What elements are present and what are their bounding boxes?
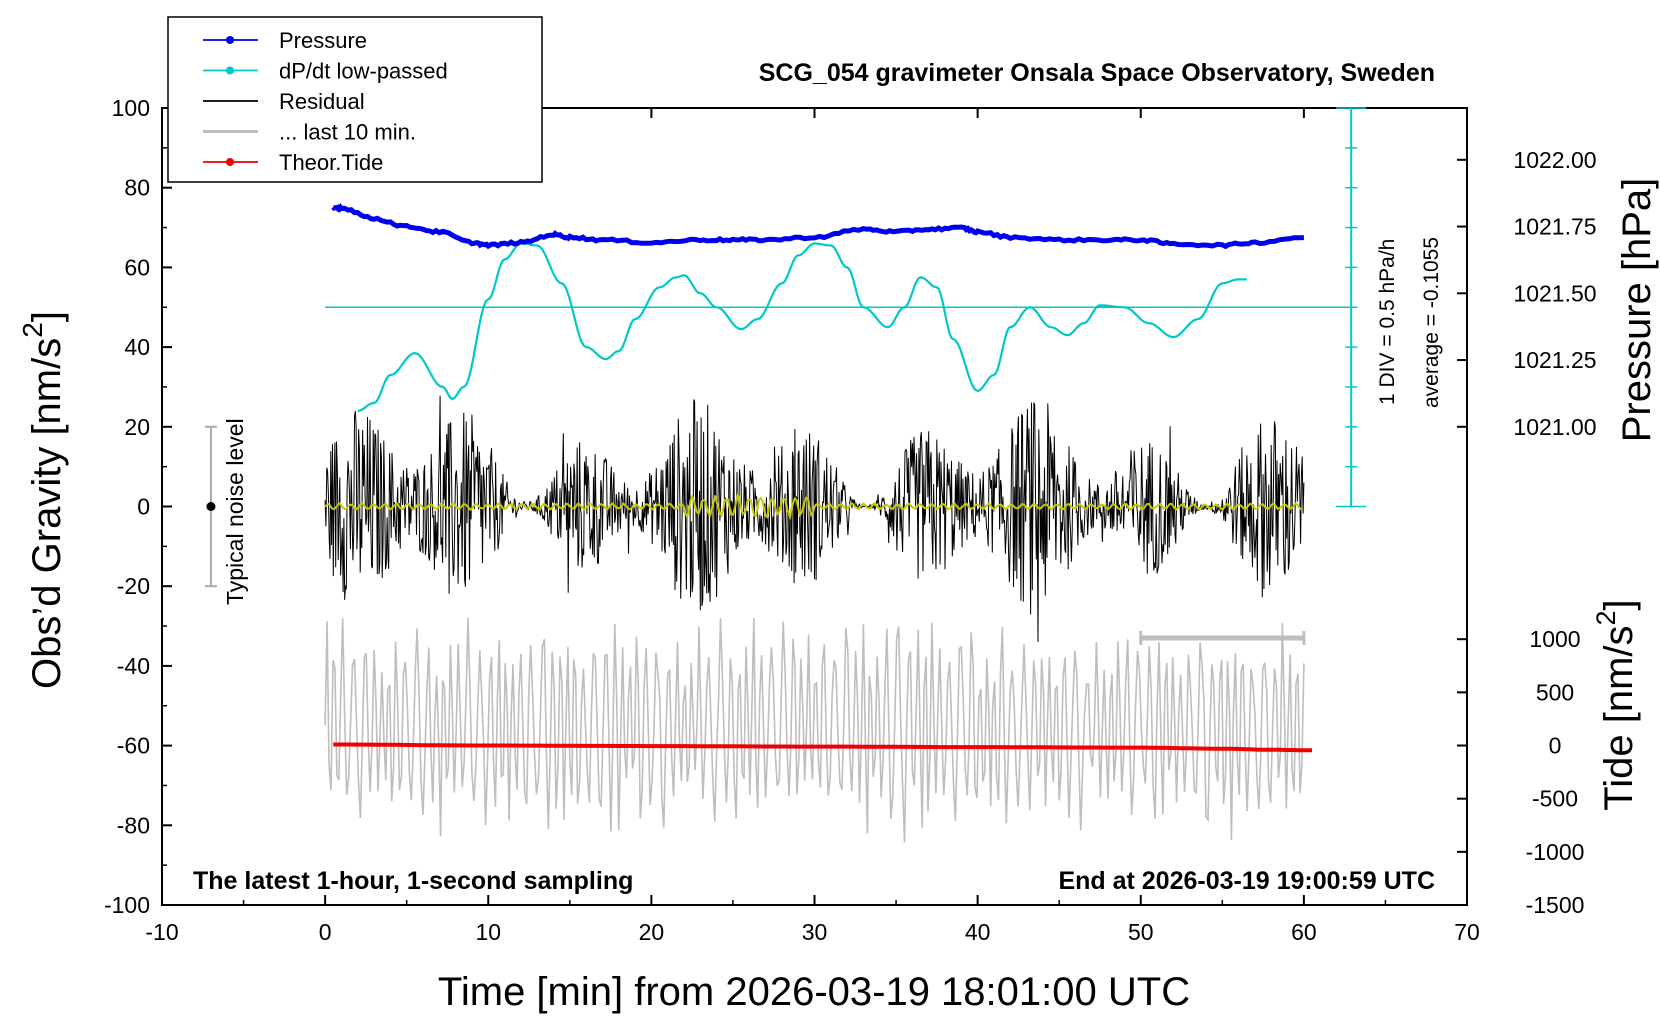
legend-marker <box>226 36 234 44</box>
tide-tick-label: 0 <box>1549 733 1562 759</box>
y-tick-label: -60 <box>117 733 150 759</box>
x-tick-label: -10 <box>145 919 178 945</box>
div-label: 1 DIV = 0.5 hPa/h <box>1376 239 1399 405</box>
y-axis-label-prefix: Obs’d Gravity [nm/s <box>25 338 69 689</box>
x-tick-label: 70 <box>1454 919 1480 945</box>
legend: Pressure dP/dt low-passed Residual ... last… <box>167 16 543 183</box>
last-10-min-bar <box>1139 631 1306 646</box>
tide-axis-label-prefix: Tide [nm/s <box>1597 625 1641 810</box>
x-axis-label: Time [min] from 2026-03-19 18:01:00 UTC <box>438 970 1190 1014</box>
y-tick-label: -40 <box>117 653 150 679</box>
pressure-tick-label: 1022.00 <box>1513 147 1596 173</box>
y-axis-label: Obs’d Gravity [nm/s2] <box>17 311 69 689</box>
tide-tick-label: -500 <box>1532 786 1578 812</box>
series-dpdt <box>357 242 1247 412</box>
series-theor-tide <box>333 742 1312 753</box>
y-tick-label: 40 <box>124 334 150 360</box>
legend-marker <box>226 66 234 75</box>
x-tick-label: 40 <box>965 919 991 945</box>
legend-label: Theor.Tide <box>279 150 383 175</box>
pressure-tick-label: 1021.00 <box>1513 414 1596 440</box>
y-tick-label: 20 <box>124 414 150 440</box>
tide-tick-label: 500 <box>1536 679 1574 705</box>
y-tick-label: -80 <box>117 812 150 838</box>
y-tick-label: -20 <box>117 573 150 599</box>
legend-box <box>167 16 543 183</box>
noise-bar-point <box>206 502 216 511</box>
y-axis-pressure: 1021.00 1021.25 1021.50 1021.75 1022.00 <box>1457 147 1597 440</box>
pressure-axis-label: Pressure [hPa] <box>1615 178 1659 443</box>
legend-label: Residual <box>279 89 365 114</box>
y-axis-gravity: -100 -80 -60 -40 -20 0 20 40 60 80 100 <box>104 95 172 918</box>
y-tick-label: -100 <box>104 892 150 918</box>
tide-tick-label: 1000 <box>1529 626 1580 652</box>
average-label: average = -0.1055 <box>1420 237 1443 408</box>
pressure-tick-label: 1021.75 <box>1513 214 1596 240</box>
y-tick-label: 60 <box>124 254 150 280</box>
tide-tick-label: -1500 <box>1526 892 1585 918</box>
x-tick-label: 60 <box>1291 919 1317 945</box>
annotation-bottom-right: End at 2026-03-19 19:00:59 UTC <box>1058 867 1435 895</box>
series-last-10-min <box>324 618 1305 843</box>
annotation-bottom-left: The latest 1-hour, 1-second sampling <box>193 867 633 895</box>
tide-axis-label-suffix: ] <box>1597 599 1641 610</box>
legend-marker <box>226 158 234 166</box>
x-axis: -10 0 10 20 30 40 50 60 70 <box>145 108 1480 945</box>
x-tick-label: 10 <box>475 919 501 945</box>
x-tick-label: 20 <box>639 919 665 945</box>
y-axis-label-suffix: ] <box>25 311 69 322</box>
x-tick-label: 0 <box>319 919 332 945</box>
legend-label: ... last 10 min. <box>279 120 416 145</box>
noise-label: Typical noise level <box>222 418 248 605</box>
y-tick-label: 0 <box>137 494 150 520</box>
tide-tick-label: -1000 <box>1526 839 1585 865</box>
y-axis-tide: -1500 -1000 -500 0 500 1000 <box>1457 626 1584 918</box>
chart-title: SCG_054 gravimeter Onsala Space Observat… <box>759 59 1435 87</box>
legend-label: Pressure <box>279 28 367 53</box>
tide-axis-label-sup: 2 <box>1591 610 1621 625</box>
series-residual <box>324 395 1305 643</box>
noise-level-bar <box>204 425 217 588</box>
legend-label: dP/dt low-passed <box>279 59 448 84</box>
series-pressure <box>331 203 1304 250</box>
series-filtered-residual <box>324 491 1303 521</box>
tide-axis-label: Tide [nm/s2] <box>1591 599 1641 810</box>
y-tick-label: 80 <box>124 175 150 201</box>
pressure-tick-label: 1021.50 <box>1513 280 1596 306</box>
y-tick-label: 100 <box>112 95 150 121</box>
x-tick-label: 50 <box>1128 919 1154 945</box>
y-axis-label-sup: 2 <box>17 322 48 338</box>
series-layer <box>324 203 1352 843</box>
x-tick-label: 30 <box>802 919 828 945</box>
pressure-tick-label: 1021.25 <box>1513 347 1596 373</box>
